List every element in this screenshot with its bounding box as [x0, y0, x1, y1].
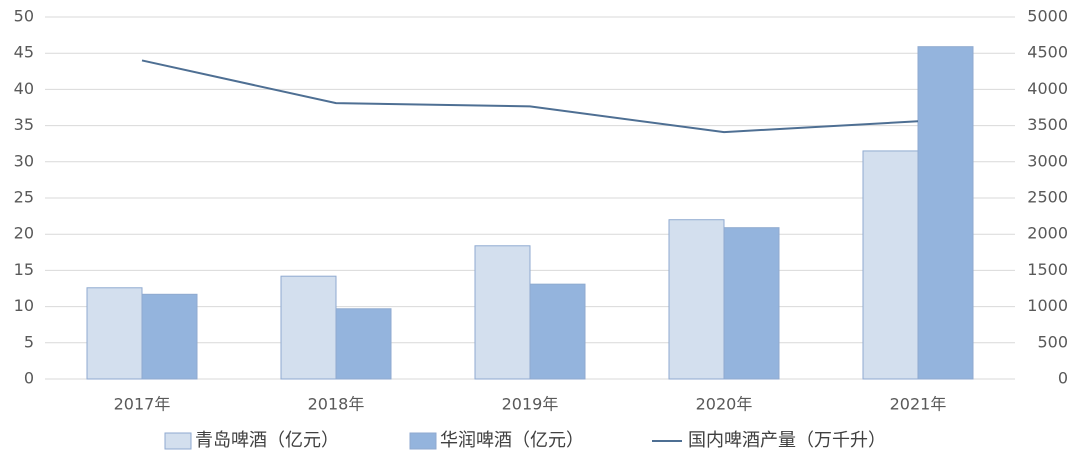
legend-label: 国内啤酒产量（万千升） — [688, 430, 886, 451]
bar — [862, 150, 919, 380]
x-tick-label: 2018年 — [308, 395, 365, 414]
x-tick-label: 2020年 — [696, 395, 753, 414]
legend-swatch — [409, 432, 437, 450]
legend-label: 华润啤酒（亿元） — [440, 430, 584, 451]
line — [141, 59, 919, 134]
y-tick-label: 50 — [14, 7, 34, 26]
bar — [474, 245, 531, 380]
y-tick-label: 30 — [14, 151, 34, 170]
bar — [86, 287, 143, 380]
x-tick-label: 2017年 — [114, 395, 171, 414]
y2-tick-label: 1500 — [1027, 260, 1068, 279]
y-tick-label: 45 — [14, 43, 34, 62]
bar — [141, 293, 198, 380]
bar — [917, 46, 974, 380]
x-tick-label: 2021年 — [890, 395, 947, 414]
y2-tick-label: 1000 — [1027, 296, 1068, 315]
y-tick-label: 5 — [24, 332, 34, 351]
legend-swatch — [164, 432, 192, 450]
y-tick-label: 15 — [14, 260, 34, 279]
bar — [668, 219, 725, 380]
y-tick-label: 20 — [14, 224, 34, 243]
y2-tick-label: 2000 — [1027, 224, 1068, 243]
y2-tick-label: 4000 — [1027, 79, 1068, 98]
y2-tick-label: 5000 — [1027, 7, 1068, 26]
y2-tick-label: 500 — [1037, 332, 1068, 351]
bar — [335, 308, 392, 380]
y2-tick-label: 4500 — [1027, 43, 1068, 62]
y-tick-label: 35 — [14, 115, 34, 134]
y2-tick-label: 3500 — [1027, 115, 1068, 134]
y-tick-label: 10 — [14, 296, 34, 315]
bar — [280, 275, 337, 380]
y-tick-label: 40 — [14, 79, 34, 98]
y2-tick-label: 2500 — [1027, 188, 1068, 207]
x-tick-label: 2019年 — [502, 395, 559, 414]
y-tick-label: 25 — [14, 188, 34, 207]
bar — [529, 283, 586, 380]
y2-tick-label: 0 — [1058, 369, 1068, 388]
legend-label: 青岛啤酒（亿元） — [195, 430, 339, 451]
y2-tick-label: 3000 — [1027, 151, 1068, 170]
y-tick-label: 0 — [24, 369, 34, 388]
bar — [723, 227, 780, 380]
